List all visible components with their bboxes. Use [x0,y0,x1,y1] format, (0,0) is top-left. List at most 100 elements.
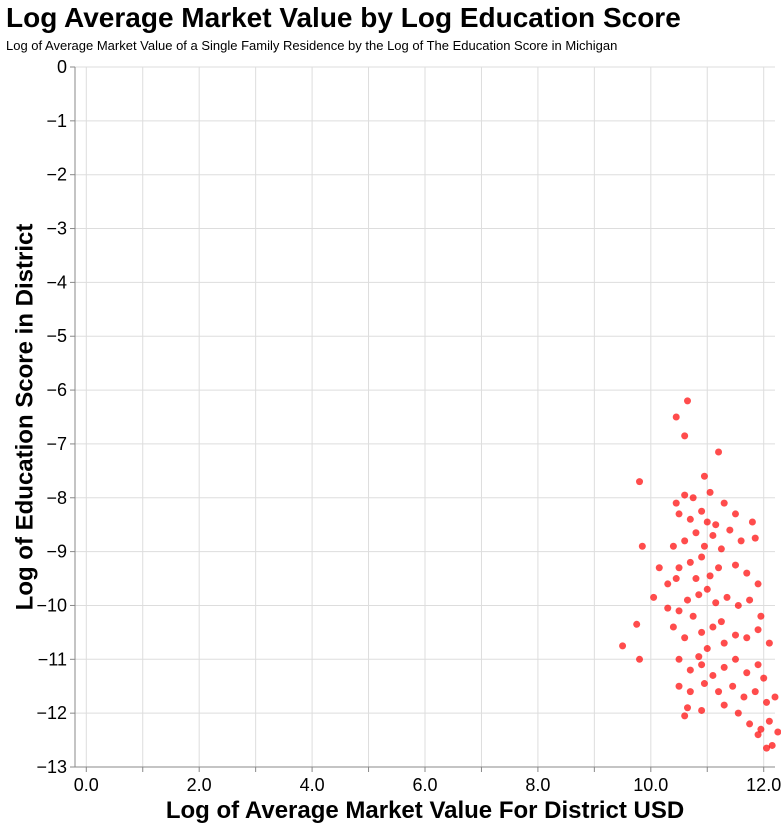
scatter-point [692,529,700,537]
scatter-point [729,682,737,690]
x-tick-label: 0.0 [74,775,99,795]
scatter-point [650,593,658,601]
scatter-point [700,680,708,688]
scatter-point [754,731,762,739]
scatter-point [765,639,773,647]
scatter-point [715,448,723,456]
scatter-point [681,537,689,545]
scatter-point [740,693,748,701]
scatter-point [655,564,663,572]
scatter-point [720,663,728,671]
scatter-point [675,655,683,663]
scatter-point [723,593,731,601]
scatter-point [681,712,689,720]
scatter-point [737,537,745,545]
scatter-point [754,626,762,634]
scatter-point [720,639,728,647]
scatter-point [619,642,627,650]
scatter-point [689,612,697,620]
scatter-point [698,661,706,669]
x-tick-label: 12.0 [746,775,781,795]
scatter-point [731,510,739,518]
scatter-point [675,564,683,572]
scatter-point [706,572,714,580]
y-axis-title: Log of Education Score in District [11,224,38,611]
x-tick-label: 10.0 [633,775,668,795]
grid-lines [75,66,775,768]
scatter-point [681,432,689,440]
data-points [619,397,781,752]
scatter-point [712,521,720,529]
scatter-point [633,620,641,628]
y-tick-label: −4 [46,272,67,292]
scatter-point [669,542,677,550]
scatter-point [757,612,765,620]
scatter-point [689,494,697,502]
y-tick-label: −12 [36,703,67,723]
scatter-point [700,472,708,480]
scatter-point [684,397,691,405]
scatter-point [717,545,725,553]
scatter-point [754,661,762,669]
scatter-point [709,623,717,631]
chart-subtitle: Log of Average Market Value of a Single … [6,38,618,53]
scatter-point [700,542,708,550]
axes: 0.0 2.0 4.0 6.0 8.0 10.0 12.0 0 −1 −2 −3 −4 −5 −6 −7 −8… [36,57,781,795]
y-tick-label: −8 [46,488,67,508]
scatter-point [734,601,742,609]
scatter-point [743,569,751,577]
scatter-point [684,704,691,712]
scatter-point [709,671,717,679]
y-tick-label: 0 [57,57,67,77]
scatter-point [675,510,683,518]
scatter-point [754,580,762,588]
scatter-point [706,488,714,496]
scatter-point [664,580,672,588]
scatter-point [638,542,646,550]
scatter-point [686,558,694,566]
y-tick-label: −9 [46,542,67,562]
scatter-point [768,741,776,749]
scatter-point [751,688,759,696]
scatter-point [760,674,768,682]
scatter-point [686,515,694,523]
scatter-point [720,499,728,507]
scatter-point [686,688,694,696]
scatter-point [672,575,680,583]
y-tick-label: −13 [36,757,67,777]
scatter-point [695,653,703,661]
scatter-point [695,591,703,599]
scatter-point [675,607,683,615]
scatter-point [681,634,689,642]
scatter-point [731,631,739,639]
scatter-point [771,693,779,701]
x-tick-label: 8.0 [525,775,550,795]
scatter-point [686,666,694,674]
scatter-point [726,526,734,534]
x-tick-label: 6.0 [412,775,437,795]
scatter-point [698,507,706,515]
x-tick-label: 4.0 [300,775,325,795]
scatter-point [715,564,723,572]
scatter-point [703,645,711,653]
scatter-point [751,534,759,542]
scatter-point [715,688,723,696]
scatter-point [692,575,700,583]
scatter-point [709,531,717,539]
scatter-point [684,596,691,604]
y-tick-label: −10 [36,595,67,615]
scatter-point [763,744,771,752]
scatter-point [743,669,751,677]
scatter-point [757,725,765,733]
y-tick-label: −3 [46,219,67,239]
chart-title: Log Average Market Value by Log Educatio… [6,2,681,33]
scatter-point [774,728,781,736]
scatter-point [746,596,754,604]
scatter-point [765,717,773,725]
scatter-point [703,518,711,526]
y-tick-label: −7 [46,434,67,454]
scatter-point [698,706,706,714]
scatter-point [731,561,739,569]
scatter-point [720,701,728,709]
